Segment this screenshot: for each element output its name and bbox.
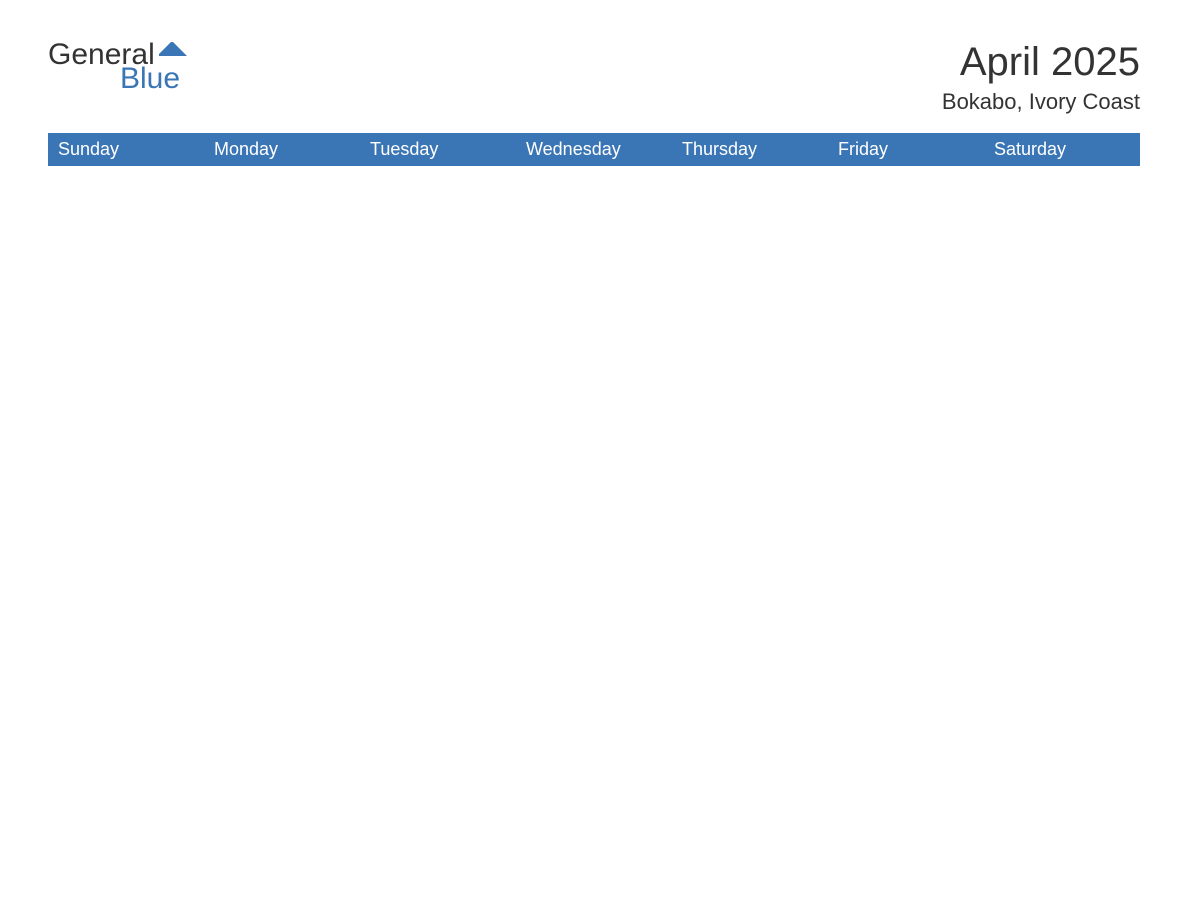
calendar-column-header: Friday bbox=[828, 133, 984, 166]
title-month: April 2025 bbox=[942, 40, 1140, 85]
calendar-column-header: Wednesday bbox=[516, 133, 672, 166]
calendar-column-header: Sunday bbox=[48, 133, 204, 166]
calendar-column-header: Tuesday bbox=[360, 133, 516, 166]
title-block: April 2025 Bokabo, Ivory Coast bbox=[942, 40, 1140, 115]
calendar-thead: SundayMondayTuesdayWednesdayThursdayFrid… bbox=[48, 133, 1140, 166]
calendar-table: SundayMondayTuesdayWednesdayThursdayFrid… bbox=[48, 133, 1140, 166]
calendar-column-header: Monday bbox=[204, 133, 360, 166]
title-location: Bokabo, Ivory Coast bbox=[942, 89, 1140, 115]
calendar-column-header: Saturday bbox=[984, 133, 1140, 166]
calendar-column-header: Thursday bbox=[672, 133, 828, 166]
logo-text-blue: Blue bbox=[120, 64, 187, 94]
page-header: General Blue April 2025 Bokabo, Ivory Co… bbox=[48, 40, 1140, 115]
calendar-header-row: SundayMondayTuesdayWednesdayThursdayFrid… bbox=[48, 133, 1140, 166]
logo: General Blue bbox=[48, 40, 187, 94]
